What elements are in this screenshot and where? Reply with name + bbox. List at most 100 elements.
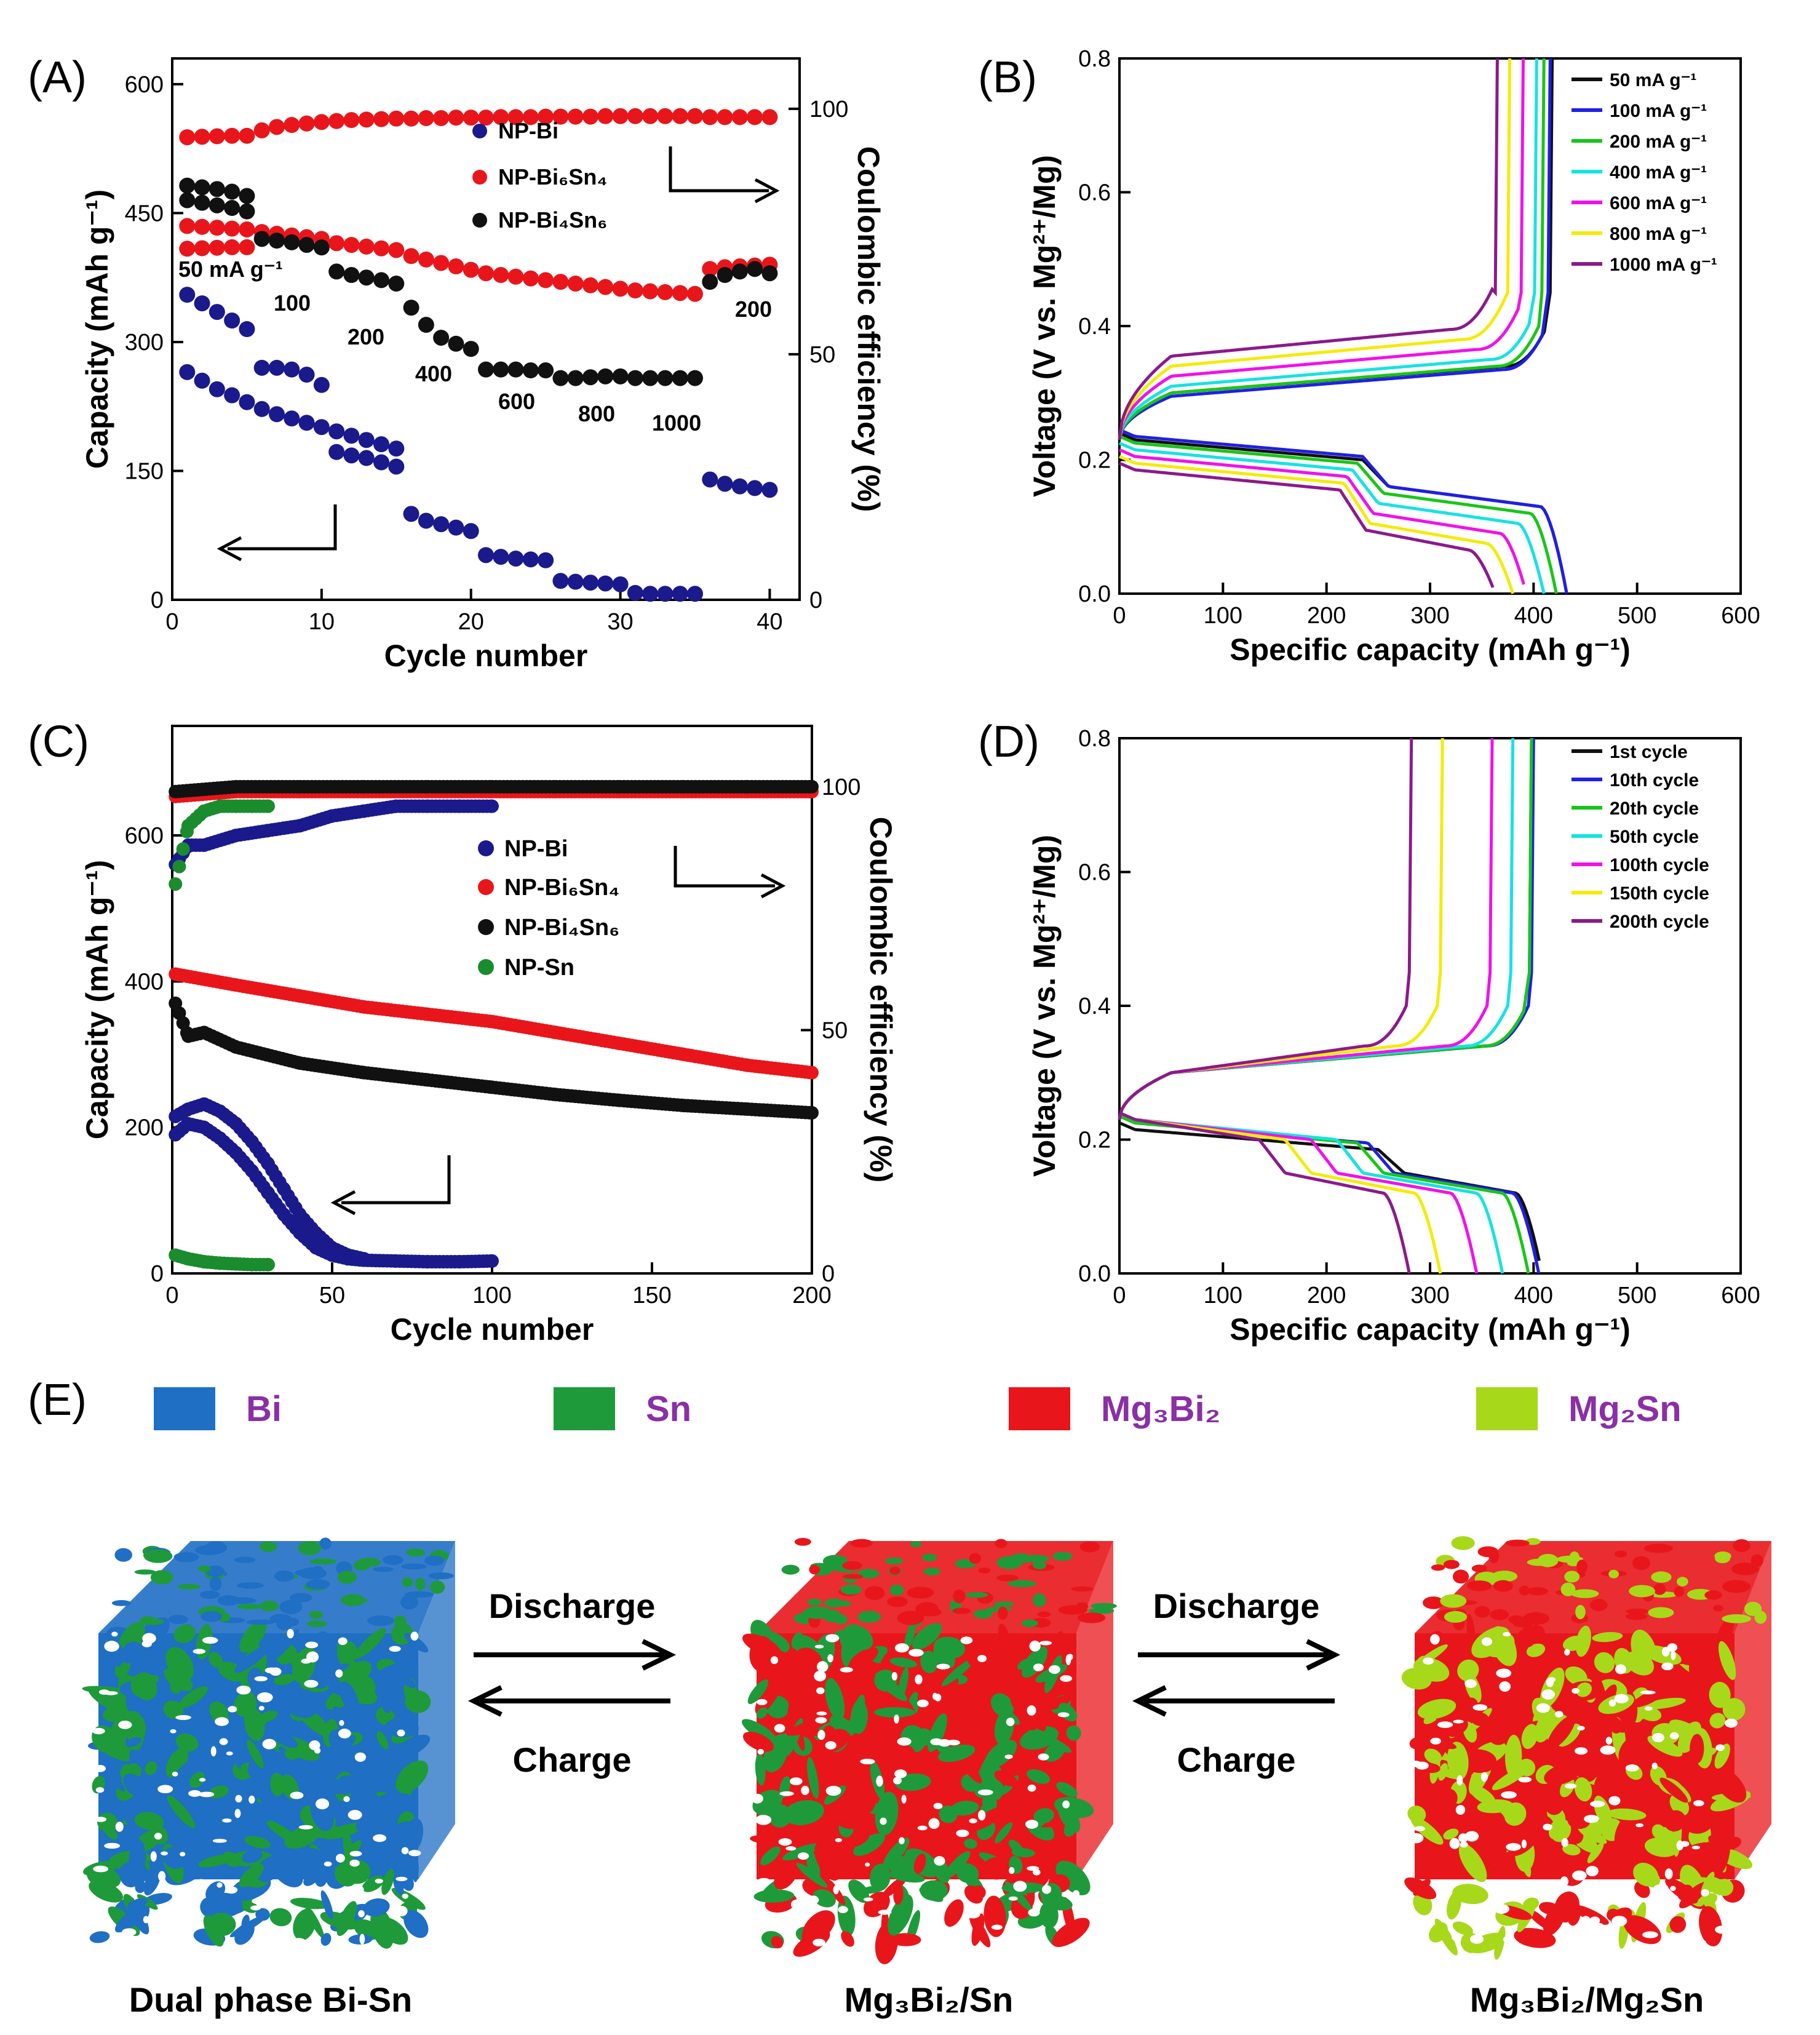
data-point: [313, 239, 330, 256]
ligament: [237, 1604, 263, 1610]
pore: [93, 1865, 109, 1873]
ligament: [897, 1611, 924, 1625]
rate-label: 400: [415, 361, 452, 386]
data-point: [373, 454, 389, 471]
ligament: [814, 1842, 841, 1881]
pore: [1057, 1712, 1070, 1718]
ligament: [165, 1647, 194, 1681]
pore: [1460, 1841, 1468, 1848]
pore: [757, 1748, 764, 1755]
ligament: [1680, 1683, 1692, 1724]
ligament: [376, 1821, 412, 1852]
pore: [956, 1830, 969, 1838]
legend-label: 1st cycle: [1610, 742, 1688, 762]
data-point: [179, 364, 196, 380]
pore: [977, 1655, 987, 1662]
ligament: [140, 1616, 155, 1623]
pore: [835, 1838, 843, 1842]
data-point: [209, 128, 225, 145]
ligament: [995, 1822, 1013, 1844]
ligament: [887, 1596, 908, 1607]
pore: [248, 1795, 255, 1804]
pore: [178, 1922, 186, 1927]
pore: [880, 1817, 887, 1825]
data-point: [328, 444, 345, 460]
pore: [1493, 1904, 1510, 1914]
data-point: [328, 235, 345, 252]
ligament: [1044, 1655, 1062, 1693]
data-point: [717, 267, 733, 283]
data-point: [209, 304, 225, 321]
pore: [111, 1631, 118, 1637]
data-point: [358, 269, 375, 286]
ligament: [1033, 1593, 1046, 1607]
ligament: [956, 1863, 979, 1884]
pore: [937, 1739, 951, 1747]
legend-label: 400 mA g⁻¹: [1610, 162, 1707, 183]
pore: [825, 1785, 841, 1796]
ligament: [88, 1686, 125, 1713]
ligament: [1037, 1611, 1051, 1617]
pore: [1008, 1896, 1018, 1901]
ligament: [289, 1593, 312, 1603]
ligament: [1571, 1589, 1599, 1598]
pore: [876, 1775, 883, 1787]
structure-label: Mg₃Bi₂/Mg₂Sn: [1470, 1980, 1704, 2019]
ligament: [339, 1681, 359, 1713]
ligament: [206, 1913, 236, 1937]
x-tick-label: 150: [632, 1283, 671, 1308]
ligament: [1039, 1902, 1059, 1929]
legend-label: 100 mA g⁻¹: [1610, 101, 1707, 121]
left-axis-arrowhead: [217, 536, 242, 562]
legend-label: Mg₃Bi₂: [1101, 1389, 1220, 1429]
ligament: [782, 1843, 821, 1861]
pore: [161, 1851, 169, 1856]
legend-label: Mg₂Sn: [1568, 1389, 1682, 1429]
ligament: [376, 1731, 389, 1750]
data-point: [582, 575, 598, 591]
ligament: [880, 1649, 898, 1669]
pore: [1410, 1761, 1426, 1767]
ligament: [920, 1651, 938, 1673]
pore: [1541, 1689, 1555, 1700]
ligament: [913, 1854, 926, 1874]
ligament: [982, 1857, 1012, 1880]
pore: [774, 1724, 785, 1733]
ligament: [356, 1558, 381, 1567]
data-point: [403, 300, 419, 316]
ligament: [274, 1674, 295, 1686]
ligament: [923, 1567, 940, 1575]
data-point: [448, 258, 464, 275]
right-axis-arrow: [669, 146, 769, 193]
ligament: [973, 1609, 993, 1619]
pore: [338, 1729, 351, 1738]
ligament: [173, 1552, 199, 1563]
ligament: [428, 1572, 454, 1580]
pore: [816, 1711, 827, 1716]
pore: [1600, 1745, 1616, 1755]
ligament: [229, 1729, 248, 1770]
pore: [977, 1810, 986, 1821]
ligament: [200, 1897, 221, 1918]
ligament: [201, 1692, 217, 1719]
data-point: [433, 255, 450, 271]
schematic-phase-transformation: Bi Sn Mg₃Bi₂ Mg₂Sn Dual phase Bi-Sn Mg₃Bi₂/Sn…: [82, 1387, 1771, 2019]
ligament: [982, 1793, 997, 1814]
legend-swatch: [554, 1387, 615, 1430]
ligament: [1443, 1828, 1459, 1840]
ligament: [205, 1541, 228, 1555]
pore: [339, 1719, 344, 1726]
data-point: [463, 523, 479, 540]
pore: [1013, 1881, 1027, 1892]
ligament: [1576, 1559, 1588, 1574]
ligament: [995, 1539, 1007, 1548]
ligament: [985, 1654, 1013, 1680]
ligament: [849, 1694, 865, 1736]
data-point: [552, 573, 569, 589]
y-tick-label: 0.2: [1078, 448, 1111, 474]
ligament: [809, 1564, 821, 1575]
pore: [228, 1706, 237, 1713]
ligament: [1594, 1652, 1615, 1673]
data-point: [597, 108, 614, 124]
ligament: [196, 1822, 226, 1854]
